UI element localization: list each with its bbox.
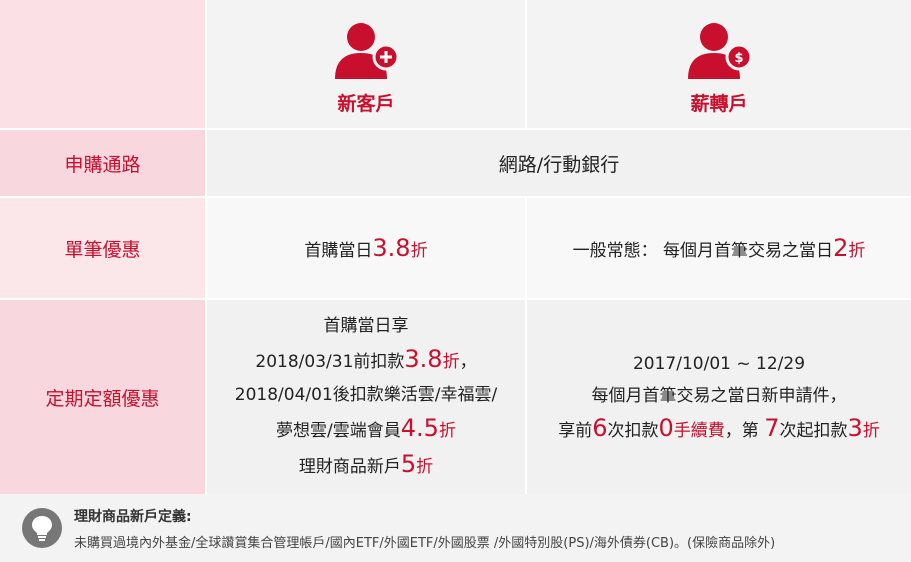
lightbulb-icon <box>22 508 62 548</box>
new-transfer-label: 薪轉戶 <box>690 92 748 115</box>
footer-content: 理財商品新戶定義: 未購買過境內外基金/全球讚賞集合管理帳戶/國內ETF/外國E… <box>74 506 775 551</box>
footer-title: 理財商品新戶定義: <box>74 508 192 525</box>
regular-new-transfer: 2017/10/01 ~ 12/29 每個月首筆交易之當日新申請件， 享前6次扣… <box>527 298 911 494</box>
single-new-transfer: 一般常態： 每個月首筆交易之當日2折 <box>527 196 911 298</box>
person-dollar-icon: $ <box>688 22 753 79</box>
header-new-customer: 新客戶 <box>207 0 527 128</box>
promo-table: 新客戶 $ 薪轉戶 申購通路 網路/行動銀行 單筆優惠 首購當日3.8折 一般常… <box>0 0 911 494</box>
single-new-customer: 首購當日3.8折 <box>207 196 527 298</box>
header-new-transfer: $ 薪轉戶 <box>527 0 911 128</box>
new-customer-label: 新客戶 <box>337 92 395 115</box>
channel-value: 網路/行動銀行 <box>207 128 911 196</box>
single-new-discount: 3.8 <box>372 234 411 262</box>
footer-note: 理財商品新戶定義: 未購買過境內外基金/全球讚賞集合管理帳戶/國內ETF/外國E… <box>0 494 911 562</box>
table-corner <box>0 0 207 128</box>
single-new-line: 首購當日3.8折 <box>304 234 428 262</box>
row-label-channel: 申購通路 <box>0 128 207 196</box>
row-label-single: 單筆優惠 <box>0 196 207 298</box>
svg-text:$: $ <box>734 51 743 66</box>
row-label-regular: 定期定額優惠 <box>0 298 207 494</box>
regular-new-customer: 首購當日享 2018/03/31前扣款3.8折， 2018/04/01後扣款樂活… <box>207 298 527 494</box>
single-transfer-line: 一般常態： 每個月首筆交易之當日2折 <box>572 234 866 262</box>
single-transfer-discount: 2 <box>833 234 849 262</box>
person-plus-icon <box>335 22 400 79</box>
footer-text: 未購買過境內外基金/全球讚賞集合管理帳戶/國內ETF/外國ETF/外國股票 /外… <box>74 535 776 551</box>
